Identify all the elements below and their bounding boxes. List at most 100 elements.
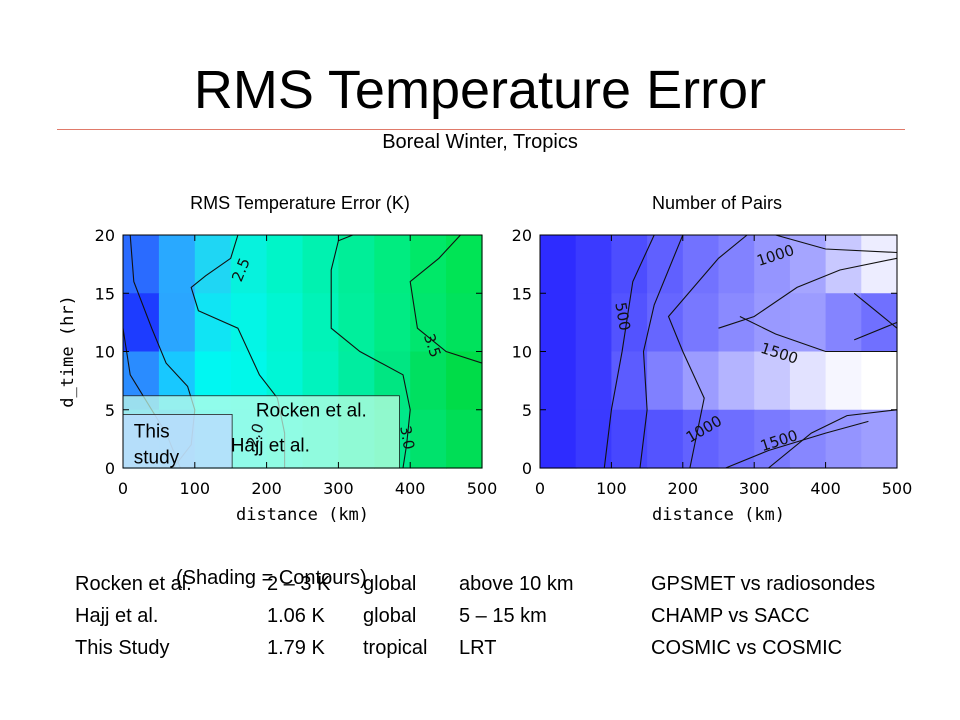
contour-line (739, 316, 897, 353)
heatmap-cell (230, 235, 268, 294)
heatmap-cell (446, 409, 483, 469)
heatmap-cell (338, 293, 375, 353)
heatmap-cell (718, 409, 755, 469)
heatmap-cell (718, 235, 755, 294)
contour-line (725, 420, 869, 468)
table-row: Hajj et al. 1.06 K global 5 – 15 km CHAMP vs… (75, 600, 921, 632)
table-cell-method: COSMIC vs COSMIC (651, 636, 843, 659)
heatmap-cell (446, 293, 483, 353)
x-tick-label: 400 (810, 479, 841, 498)
y-tick-label: 10 (95, 343, 115, 362)
heatmap-cell (825, 409, 862, 469)
heatmap-cell (266, 235, 304, 294)
heatmap-cell (540, 351, 577, 411)
y-tick-label: 15 (95, 284, 115, 303)
table-cell-coverage: tropical (363, 636, 428, 659)
y-tick-label: 5 (105, 401, 115, 420)
heatmap-cell (123, 235, 160, 294)
table-row: This Study 1.79 K tropical LRT COSMIC vs COS… (75, 632, 921, 664)
heatmap-cell (158, 235, 196, 294)
heatmap-cell (575, 293, 612, 353)
heatmap-cell (446, 351, 483, 411)
heatmap-cell (575, 409, 612, 469)
heatmap-cell (611, 409, 648, 469)
table-cell-source: Rocken et al. (75, 572, 192, 595)
table-cell-altitude: LRT (459, 636, 497, 659)
heatmap-cell (647, 351, 684, 411)
heatmap-cell (647, 409, 684, 469)
y-tick-label: 10 (512, 343, 532, 362)
heatmap-cell (861, 293, 898, 353)
heatmap-cell (575, 235, 612, 294)
contour-line (330, 235, 411, 468)
table-cell-method: CHAMP vs SACC (651, 604, 810, 627)
chart-title: RMS Temperature Error (K) (190, 193, 410, 213)
heatmap-cell (647, 235, 684, 294)
heatmap-cell (754, 409, 791, 469)
x-tick-label: 200 (251, 479, 282, 498)
heatmap-cell (789, 235, 827, 294)
x-tick-label: 400 (395, 479, 426, 498)
x-tick-label: 200 (668, 479, 699, 498)
heatmap-cell (230, 293, 268, 353)
table-cell-source: This Study (75, 636, 170, 659)
x-tick-label: 500 (467, 479, 498, 498)
heatmap-cell (123, 293, 160, 353)
shading-note: (Shading = Contours) (176, 567, 367, 589)
heatmap-cell (302, 293, 339, 353)
x-tick-label: 0 (118, 479, 128, 498)
annotation-label: Rocken et al. (256, 401, 367, 422)
heatmap-cell (825, 235, 862, 294)
table-cell-error: 1.79 K (267, 636, 325, 659)
heatmap-cell (540, 409, 577, 469)
contour-line (853, 321, 897, 341)
heatmap-cell (374, 293, 411, 353)
x-axis-label: distance (km) (652, 505, 785, 525)
contour-line (718, 257, 897, 329)
heatmap-cell (647, 293, 684, 353)
heatmap-cell (446, 235, 483, 294)
heatmap-cell (194, 235, 232, 294)
y-axis-label: d_time (hr) (58, 295, 78, 408)
heatmap-cell (825, 351, 862, 411)
heatmap-cell (611, 351, 648, 411)
heatmap-cell (266, 293, 304, 353)
table-cell-source: Hajj et al. (75, 604, 159, 627)
heatmap-cell (338, 235, 375, 294)
x-axis-label: distance (km) (236, 505, 369, 525)
heatmap-cell (825, 293, 862, 353)
heatmap-cell (789, 351, 827, 411)
slide-title: RMS Temperature Error (193, 60, 767, 120)
y-tick-label: 20 (95, 226, 115, 245)
heatmap-cell (718, 351, 755, 411)
heatmap-cell (540, 235, 577, 294)
comparison-table: Rocken et al. 2 – 3 K global above 10 km GPS… (75, 568, 921, 664)
y-tick-label: 20 (512, 226, 532, 245)
heatmap-cell (754, 351, 791, 411)
annotation-label: Hajj et al. (231, 436, 310, 457)
contour-label: 3.0 (396, 424, 418, 451)
table-cell-altitude: above 10 km (459, 572, 574, 595)
x-tick-label: 300 (323, 479, 354, 498)
slide-subtitle: Boreal Winter, Tropics (382, 131, 578, 153)
heatmap-cell (410, 351, 447, 411)
heatmap-cell (789, 409, 827, 469)
heatmap-cell (789, 293, 827, 353)
heatmap-cell (682, 351, 720, 411)
annotation-label: study (134, 447, 180, 468)
contour-line (853, 292, 897, 329)
x-tick-label: 300 (739, 479, 770, 498)
heatmap-cell (682, 409, 720, 469)
contour-line (603, 235, 655, 468)
x-tick-label: 100 (180, 479, 211, 498)
annotation-label: This (134, 422, 170, 443)
x-tick-label: 0 (535, 479, 545, 498)
heatmap-cell (682, 293, 720, 353)
y-tick-label: 0 (105, 459, 115, 478)
contour-line (768, 409, 897, 468)
contour-line (409, 235, 482, 364)
heatmap-cell (575, 351, 612, 411)
contour-line (639, 235, 684, 468)
heatmap-cell (611, 235, 648, 294)
